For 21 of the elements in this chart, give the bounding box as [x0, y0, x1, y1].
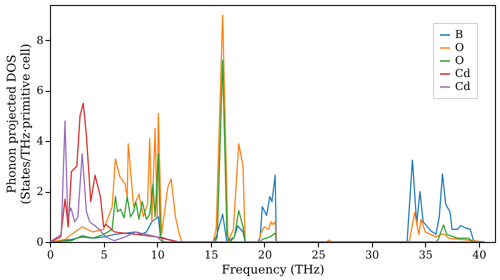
y-tick-label: 0 — [36, 236, 44, 248]
x-axis-title: Frequency (THz) — [222, 262, 324, 276]
legend-label: Cd — [455, 80, 470, 93]
x-tick-label: 35 — [418, 248, 433, 262]
y-tick-label: 6 — [36, 84, 44, 98]
legend-label: B — [455, 28, 464, 41]
y-axis-title: Phonon projected DOS (States/THz·primitive cell) — [4, 44, 32, 204]
y-tick-label: 8 — [36, 34, 44, 47]
x-tick-label: 30 — [365, 248, 380, 262]
y-tick-label: 2 — [36, 185, 44, 198]
legend-label: O — [455, 54, 464, 67]
legend-label: O — [455, 41, 464, 54]
x-tick-label: 25 — [312, 248, 326, 262]
x-tick-label: 20 — [258, 248, 272, 262]
x-tick-label: 0 — [47, 248, 54, 262]
x-tick-label: 10 — [150, 248, 165, 262]
x-tick-label: 40 — [472, 248, 486, 262]
x-tick-label: 15 — [204, 248, 218, 262]
legend-label: Cd — [455, 67, 470, 80]
y-tick-label: 4 — [36, 134, 44, 148]
x-tick-label: 5 — [100, 248, 108, 262]
